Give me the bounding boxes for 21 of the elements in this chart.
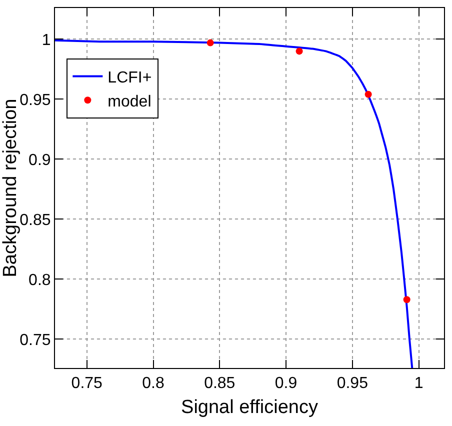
x-tick-label: 0.95 (336, 375, 368, 392)
x-axis-title: Signal efficiency (181, 397, 318, 418)
point (403, 296, 410, 304)
x-tick-label: 0.85 (204, 375, 236, 392)
y-tick-label: 0.75 (20, 332, 51, 349)
legend-label: model (108, 93, 152, 110)
line-series (55, 39, 414, 368)
point (364, 90, 372, 98)
y-tick-label: 0.8 (28, 272, 51, 289)
y-axis-title: Background rejection (0, 98, 21, 278)
y-tick-label: 1 (42, 32, 51, 49)
y-tick-label: 0.85 (20, 212, 51, 229)
x-tick-label: 0.8 (142, 375, 164, 392)
y-tick-label: 0.95 (20, 92, 51, 109)
x-tick-label: 0.75 (71, 375, 103, 392)
point (206, 39, 214, 46)
y-tick-label: 0.9 (28, 152, 51, 169)
x-tick-label: 1 (414, 375, 424, 392)
legend-label: LCFI+ (108, 70, 152, 87)
point (296, 48, 303, 55)
x-tick-label: 0.9 (274, 375, 298, 392)
